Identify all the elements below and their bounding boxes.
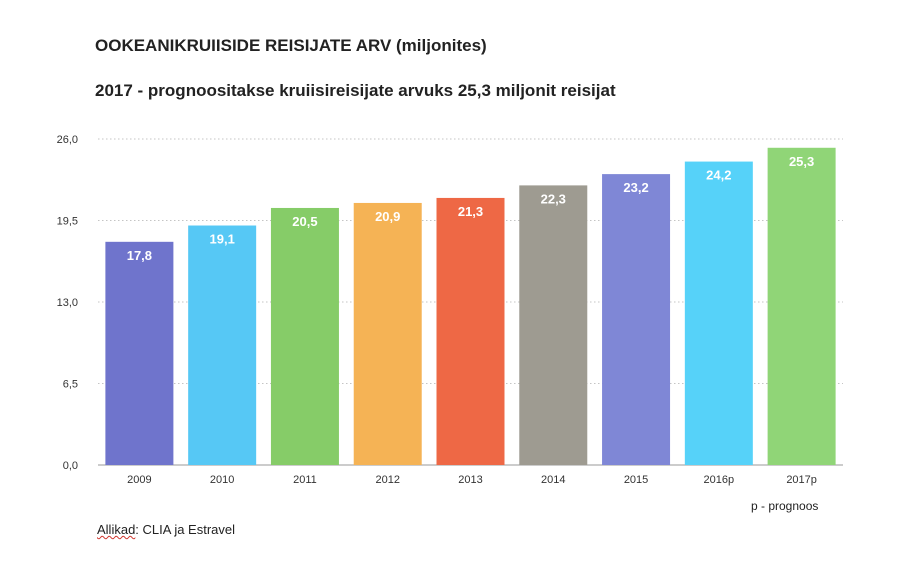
bar xyxy=(767,147,836,465)
bar xyxy=(436,197,505,465)
x-tick-label: 2013 xyxy=(458,474,482,486)
y-tick-label: 6,5 xyxy=(63,379,78,391)
y-tick-label: 26,0 xyxy=(57,134,78,146)
y-tick-label: 0,0 xyxy=(63,460,78,472)
data-label: 17,8 xyxy=(127,248,152,263)
x-tick-label: 2010 xyxy=(210,474,234,486)
x-tick-label: 2014 xyxy=(541,474,565,486)
data-label: 22,3 xyxy=(541,191,566,206)
data-label: 25,3 xyxy=(789,154,814,169)
data-label: 23,2 xyxy=(623,180,648,195)
chart-subtitle: 2017 - prognoositakse kruiisireisijate a… xyxy=(95,81,616,100)
source-note: Allikad: CLIA ja Estravel xyxy=(97,522,235,537)
source-prefix: Allikad xyxy=(97,522,136,537)
label-layer: 0,0 6,5 13,0 19,5 26,0 17,8 2009 19,1 2010 20,5 20… xyxy=(57,134,817,486)
x-tick-label: 2016p xyxy=(704,474,735,486)
bar xyxy=(353,202,422,465)
source-text: : CLIA ja Estravel xyxy=(135,522,236,537)
y-tick-label: 19,5 xyxy=(57,216,78,228)
x-tick-label: 2011 xyxy=(293,474,317,486)
data-label: 20,5 xyxy=(292,214,317,229)
x-tick-label: 2009 xyxy=(127,474,151,486)
data-label: 24,2 xyxy=(706,168,731,183)
x-tick-label: 2017p xyxy=(786,474,817,486)
bar xyxy=(519,185,588,465)
forecast-footnote: p - prognoos xyxy=(751,499,819,513)
data-label: 21,3 xyxy=(458,204,483,219)
bar xyxy=(105,241,174,465)
data-label: 20,9 xyxy=(375,209,400,224)
bar xyxy=(602,174,671,465)
bar-layer xyxy=(105,147,836,466)
data-label: 19,1 xyxy=(210,232,235,247)
y-tick-label: 13,0 xyxy=(57,297,78,309)
bar xyxy=(684,161,753,466)
x-tick-label: 2012 xyxy=(375,474,399,486)
bar xyxy=(270,207,339,465)
x-tick-label: 2015 xyxy=(624,474,648,486)
chart-title: OOKEANIKRUIISIDE REISIJATE ARV (miljonit… xyxy=(95,36,487,55)
bar xyxy=(188,225,257,465)
